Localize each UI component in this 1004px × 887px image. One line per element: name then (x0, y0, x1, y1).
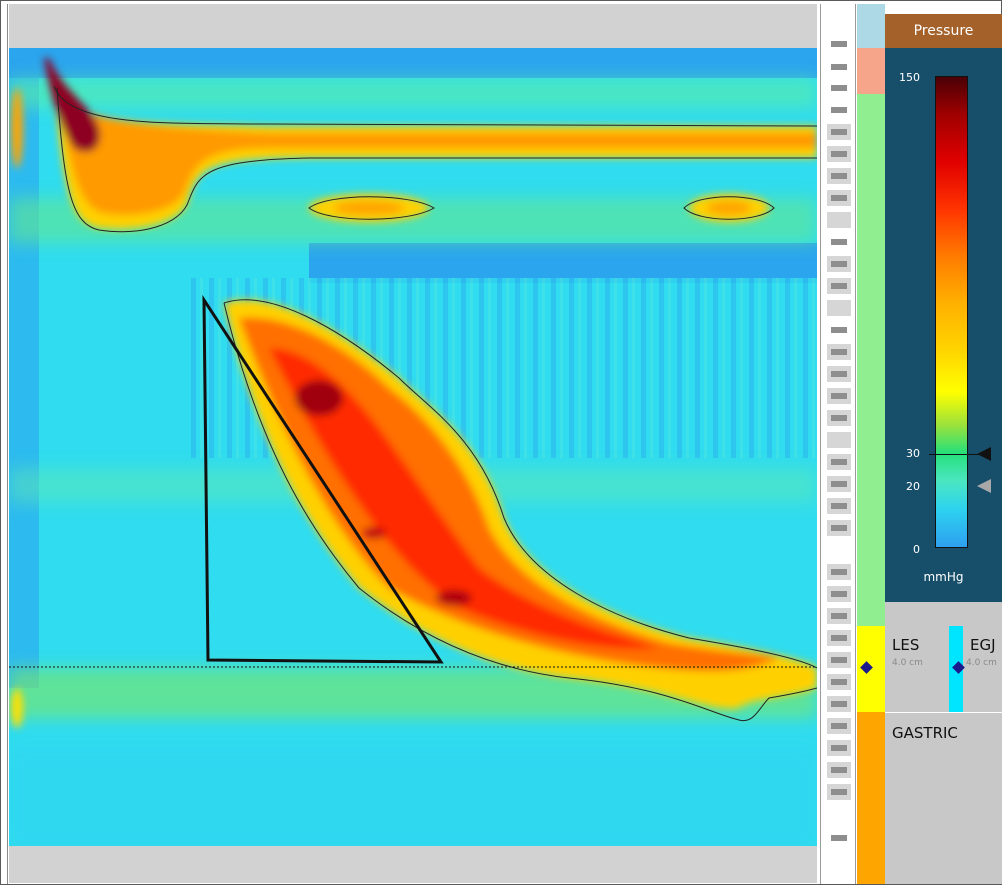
tick-label-150: 150 (899, 71, 920, 84)
region-gastric[interactable] (857, 712, 885, 884)
sensor-marker[interactable] (831, 835, 847, 841)
pressure-colorbar-panel: Pressure 150 30 20 0 mmHg (885, 14, 1002, 602)
sensor-marker[interactable] (827, 190, 851, 206)
sensor-marker[interactable] (827, 476, 851, 492)
sensor-marker[interactable] (827, 674, 851, 690)
sensor-marker[interactable] (827, 366, 851, 382)
sensor-marker[interactable] (827, 410, 851, 426)
les-label: LES (892, 636, 920, 654)
sensor-marker[interactable] (827, 564, 851, 580)
region-upper (857, 4, 885, 48)
top-blue-band (9, 48, 817, 78)
les-label-box[interactable]: LES 4.0 cm (885, 626, 949, 712)
topography-svg (9, 48, 817, 846)
sensor-marker[interactable] (827, 784, 851, 800)
plot-bottom-band (9, 846, 817, 883)
region-esophagus (857, 94, 885, 626)
sensor-marker[interactable] (827, 300, 851, 316)
egj-label: EGJ (970, 636, 996, 654)
peristaltic-contraction (224, 299, 817, 709)
sensor-marker[interactable] (831, 41, 847, 47)
sensor-marker[interactable] (827, 696, 851, 712)
sensor-marker[interactable] (827, 124, 851, 140)
sensor-marker[interactable] (827, 740, 851, 756)
region-salmon (857, 48, 885, 94)
sensor-marker[interactable] (827, 344, 851, 360)
sensor-column (820, 4, 856, 884)
sensor-marker[interactable] (831, 239, 847, 245)
egj-length: 4.0 cm (966, 658, 997, 668)
sensor-marker[interactable] (827, 586, 851, 602)
plot-border (7, 4, 8, 884)
gastric-label: GASTRIC (892, 724, 958, 742)
sensor-marker[interactable] (827, 652, 851, 668)
sensor-marker[interactable] (827, 520, 851, 536)
tick-label-30: 30 (906, 447, 920, 460)
les-length: 4.0 cm (892, 658, 923, 668)
sensor-marker[interactable] (827, 630, 851, 646)
sensor-marker[interactable] (831, 85, 847, 91)
threshold-30-line (929, 454, 981, 455)
mid-blue-band (309, 243, 817, 283)
sensor-marker[interactable] (831, 64, 847, 70)
sensor-marker[interactable] (827, 168, 851, 184)
plot-top-band (9, 4, 817, 48)
sensor-marker[interactable] (827, 454, 851, 470)
sensor-marker[interactable] (827, 718, 851, 734)
isobar-contours (53, 85, 817, 722)
sensor-marker[interactable] (827, 212, 851, 228)
sensor-marker[interactable] (827, 256, 851, 272)
tick-label-20: 20 (906, 480, 920, 493)
contractile-front-triangle (202, 294, 444, 664)
tick-label-0: 0 (913, 543, 920, 556)
sensor-marker[interactable] (827, 432, 851, 448)
sensor-marker[interactable] (827, 278, 851, 294)
sensor-marker[interactable] (827, 762, 851, 778)
upper-threshold-marker-icon[interactable] (977, 447, 991, 461)
colorbar-unit: mmHg (923, 570, 964, 584)
lower-threshold-marker-icon[interactable] (977, 479, 991, 493)
sensor-marker[interactable] (827, 498, 851, 514)
region-divider (885, 712, 1002, 713)
sensor-marker[interactable] (831, 327, 847, 333)
sensor-marker[interactable] (827, 388, 851, 404)
sensor-marker[interactable] (827, 608, 851, 624)
pressure-topography-plot[interactable] (9, 48, 817, 846)
sensor-marker[interactable] (827, 146, 851, 162)
colorbar-gradient[interactable] (935, 76, 968, 548)
sensor-marker[interactable] (831, 107, 847, 113)
colorbar-title: Pressure (885, 14, 1002, 48)
